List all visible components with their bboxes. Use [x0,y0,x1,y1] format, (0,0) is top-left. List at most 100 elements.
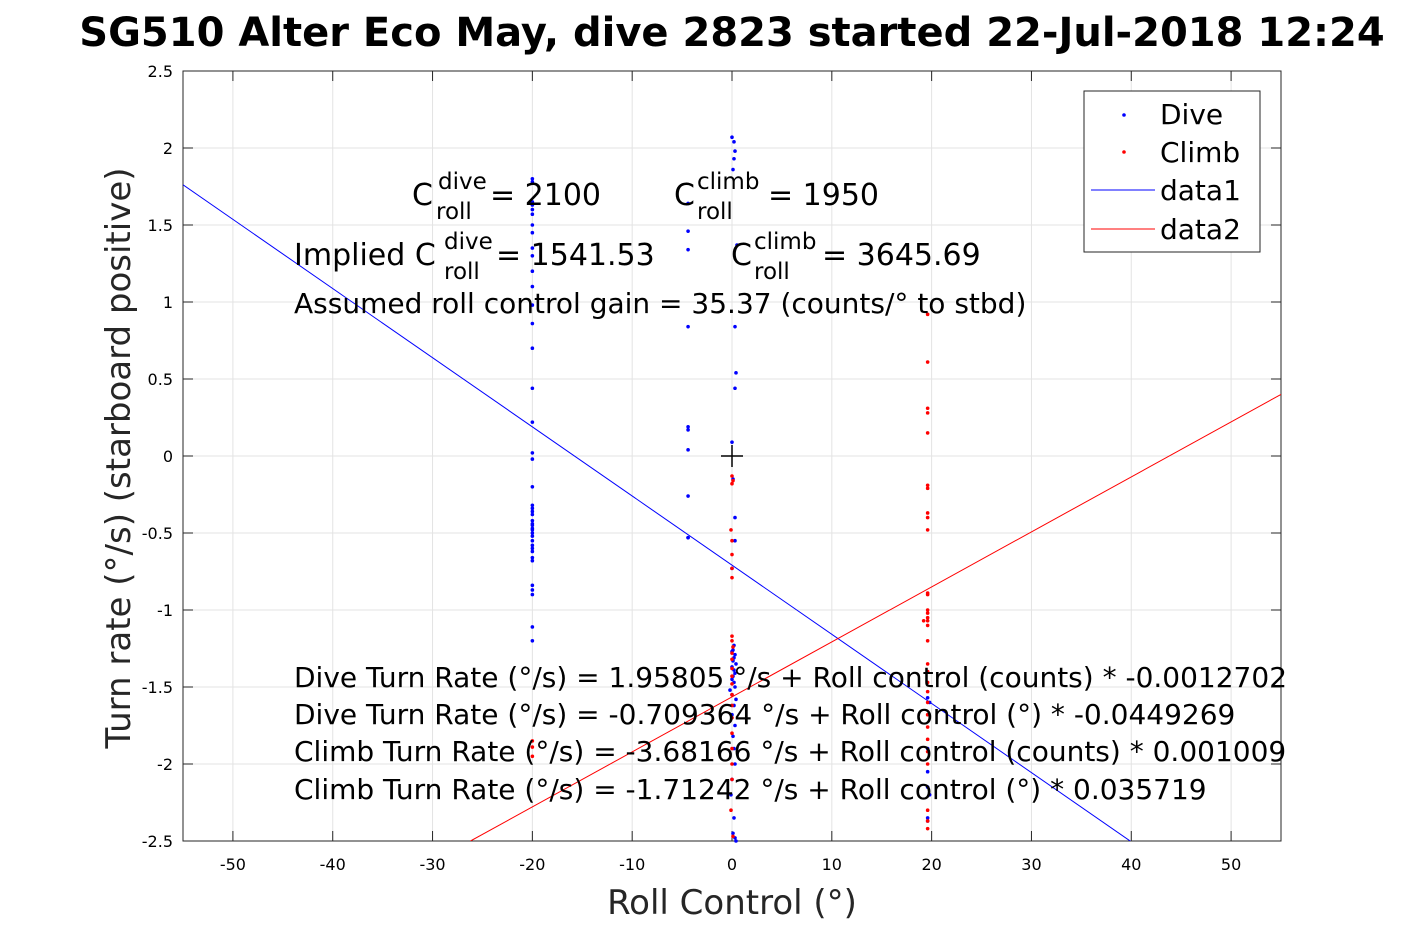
dive-point [730,440,734,444]
dive-point [530,583,535,588]
dive-point [530,523,535,528]
dive-point [733,538,737,543]
climb-point [730,777,734,782]
dive-point [732,156,736,161]
climb-point [925,826,930,831]
dive-point [530,485,535,489]
dive-point [735,243,739,247]
legend-dive-label: Dive [1160,98,1223,131]
origin-marker [721,445,743,467]
y-tick-label: -1 [157,601,173,620]
equation-climb-degrees: Climb Turn Rate (°/s) = -1.71242 °/s + R… [294,773,1207,806]
legend-data2-label: data2 [1160,213,1241,246]
dive-point [730,712,734,717]
dive-point [530,254,535,258]
climb-point [730,657,734,662]
dive-point [686,428,690,432]
y-tick-label: 0 [163,447,173,466]
climb-point [925,819,930,823]
climb-point [729,808,733,812]
climb-point [730,666,734,671]
dive-point [686,324,690,329]
dive-point [530,180,535,184]
dive-point [733,652,737,657]
climb-point [925,611,930,615]
dive-point [686,535,690,540]
climb-point [925,312,930,317]
climb-point [530,745,535,749]
dive-point [530,546,535,551]
dive-point [925,746,930,751]
c-climb-sub: roll [697,199,733,225]
dive-point [733,671,737,675]
x-tick-label: 0 [727,855,737,874]
climb-point [730,716,734,720]
implied-dive-sup: dive [444,229,493,255]
climb-point [730,566,734,571]
dive-point [530,534,535,538]
dive-point [686,448,690,452]
equation-dive-degrees: Dive Turn Rate (°/s) = -0.709364 °/s + R… [294,698,1235,731]
climb-point [925,483,930,488]
climb-point [925,725,930,729]
c-climb-sup: climb [697,169,759,195]
x-tick-label: -40 [320,855,346,874]
dive-point [530,503,535,508]
c-dive-sup: dive [438,169,487,195]
dive-point [530,346,535,351]
climb-point [925,618,930,623]
implied-prefix: Implied C [294,238,436,273]
x-tick-label: 50 [1221,855,1241,874]
equation-dive-counts: Dive Turn Rate (°/s) = 1.95805 °/s + Rol… [294,661,1287,694]
dive-point [734,839,738,843]
climb-point [530,754,535,759]
data2-fit-line [470,393,1281,841]
implied-climb-value: = 3645.69 [822,238,981,273]
x-tick-label: 40 [1121,855,1141,874]
climb-point [730,538,734,543]
annotation-c-dive: C dive roll = 2100 [412,169,601,225]
climb-point [925,700,930,705]
climb-point [730,639,734,643]
climb-point [925,680,930,685]
legend-dive-marker [1122,113,1126,117]
implied-climb-sub: roll [754,259,790,285]
y-tick-label: -2.5 [142,832,173,851]
dive-point [686,494,690,498]
y-tick-label: -2 [157,755,173,774]
climb-point [925,511,930,515]
dive-point [530,506,535,511]
dive-point [530,200,535,204]
legend: Dive Climb data1 data2 [1083,90,1261,253]
dive-point [530,509,535,514]
climb-point [921,618,926,623]
dive-point [731,167,735,172]
dive-point [530,230,535,235]
legend-climb-marker [1122,150,1126,154]
dive-point [530,284,535,289]
dive-point [530,207,535,212]
dive-point [925,785,930,789]
climb-point [729,528,733,532]
dive-point [530,512,535,517]
climb-point [925,662,930,666]
y-axis-label: Turn rate (°/s) (starboard positive) [99,167,139,749]
axis-ticks: -50 -40 -30 -20 -10 0 10 20 30 40 50-2.5-2-1.5-1-0… [142,62,1281,874]
dive-point [731,734,735,739]
climb-point [925,808,930,812]
dive-point [530,386,535,391]
climb-point [730,682,734,686]
y-tick-label: -1.5 [142,678,173,697]
dive-point [530,269,535,274]
dive-point [686,247,690,252]
dive-point [925,816,930,820]
dive-point [927,793,932,797]
climb-point [925,406,930,411]
plot-frame [182,70,1282,842]
dive-point [733,685,737,689]
dive-point [530,558,535,563]
climb-point [730,731,734,735]
climb-point [925,608,930,612]
climb-point [730,651,734,655]
dive-point [734,662,738,666]
